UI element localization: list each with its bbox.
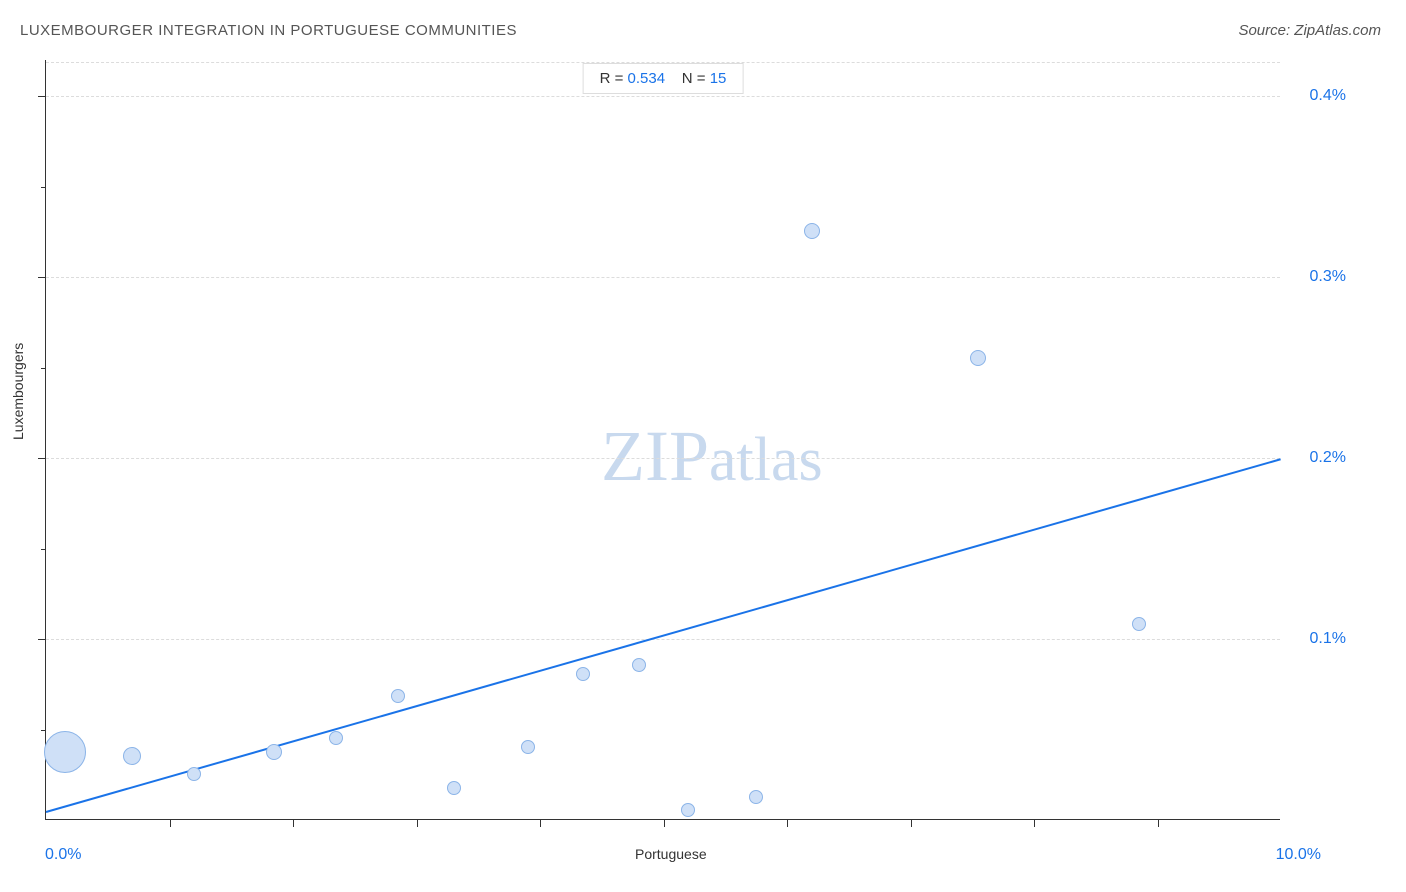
- scatter-point: [681, 803, 695, 817]
- y-tick: [38, 96, 46, 97]
- chart-area: R = 0.534 N = 15 ZIPatlas: [45, 60, 1280, 820]
- gridline: [46, 458, 1280, 459]
- x-tick: [540, 819, 541, 827]
- n-value: 15: [710, 70, 727, 87]
- scatter-point: [1132, 617, 1146, 631]
- y-tick-label: 0.1%: [1310, 630, 1346, 648]
- x-tick: [293, 819, 294, 827]
- y-tick: [38, 277, 46, 278]
- x-tick: [911, 819, 912, 827]
- scatter-point: [391, 689, 405, 703]
- scatter-point: [576, 667, 590, 681]
- scatter-point: [632, 658, 646, 672]
- y-tick-minor: [41, 549, 46, 550]
- scatter-point: [749, 790, 763, 804]
- scatter-point: [187, 767, 201, 781]
- x-axis-min: 0.0%: [45, 846, 81, 864]
- gridline: [46, 62, 1280, 63]
- x-tick: [417, 819, 418, 827]
- x-axis-label: Portuguese: [635, 846, 707, 862]
- scatter-point: [804, 223, 820, 239]
- scatter-point: [970, 350, 986, 366]
- gridline: [46, 96, 1280, 97]
- y-tick-minor: [41, 368, 46, 369]
- y-tick: [38, 458, 46, 459]
- scatter-point: [266, 744, 282, 760]
- r-value: 0.534: [628, 70, 666, 87]
- n-label: N =: [682, 70, 706, 87]
- y-tick-minor: [41, 187, 46, 188]
- scatter-point: [123, 747, 141, 765]
- source-attribution: Source: ZipAtlas.com: [1238, 22, 1381, 39]
- y-tick-label: 0.4%: [1310, 87, 1346, 105]
- watermark: ZIPatlas: [601, 415, 823, 498]
- r-label: R =: [600, 70, 624, 87]
- scatter-point: [329, 731, 343, 745]
- scatter-point: [44, 731, 86, 773]
- y-tick-label: 0.3%: [1310, 268, 1346, 286]
- x-tick: [1034, 819, 1035, 827]
- gridline: [46, 277, 1280, 278]
- scatter-point: [447, 781, 461, 795]
- stats-box: R = 0.534 N = 15: [583, 63, 744, 94]
- y-tick-minor: [41, 730, 46, 731]
- x-tick: [664, 819, 665, 827]
- x-tick: [1158, 819, 1159, 827]
- chart-title: LUXEMBOURGER INTEGRATION IN PORTUGUESE C…: [20, 22, 517, 39]
- x-tick: [787, 819, 788, 827]
- y-tick: [38, 639, 46, 640]
- scatter-point: [521, 740, 535, 754]
- y-axis-label: Luxembourgers: [10, 343, 26, 440]
- gridline: [46, 639, 1280, 640]
- x-tick: [170, 819, 171, 827]
- x-axis-max: 10.0%: [1276, 846, 1321, 864]
- y-tick-label: 0.2%: [1310, 449, 1346, 467]
- regression-line: [46, 458, 1282, 813]
- watermark-zip: ZIP: [601, 416, 709, 496]
- watermark-atlas: atlas: [709, 426, 823, 494]
